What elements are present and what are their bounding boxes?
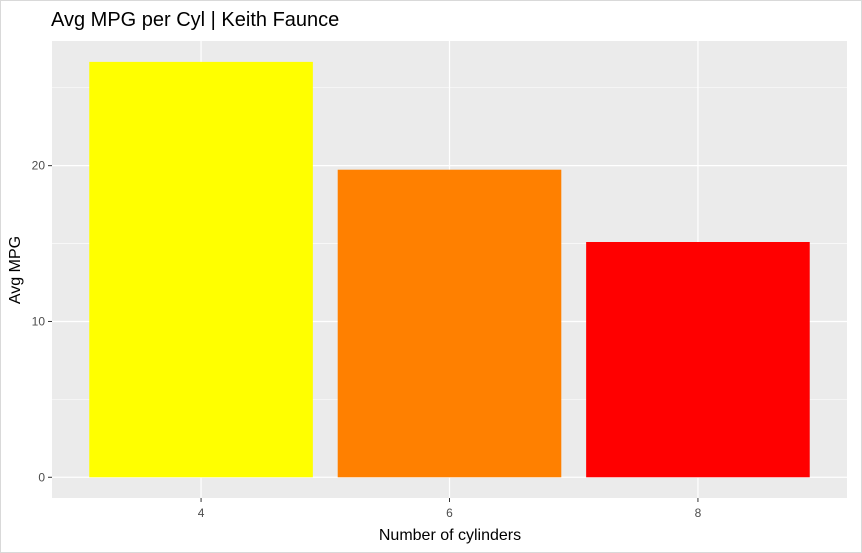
y-tick-label: 10 [32,314,46,328]
bar-cyl-4 [89,61,313,478]
x-axis-title: Number of cylinders [379,527,521,544]
bar-cyl-6 [337,169,562,478]
x-tick-label: 6 [446,506,453,520]
bar-cyl-8 [586,241,810,478]
x-tick-label: 8 [695,506,702,520]
x-tick-label: 4 [198,506,205,520]
y-axis-title: Avg MPG [7,236,24,304]
y-tick-label: 0 [38,470,45,484]
y-tick-label: 20 [32,159,46,173]
chart-title: Avg MPG per Cyl | Keith Faunce [51,9,340,31]
